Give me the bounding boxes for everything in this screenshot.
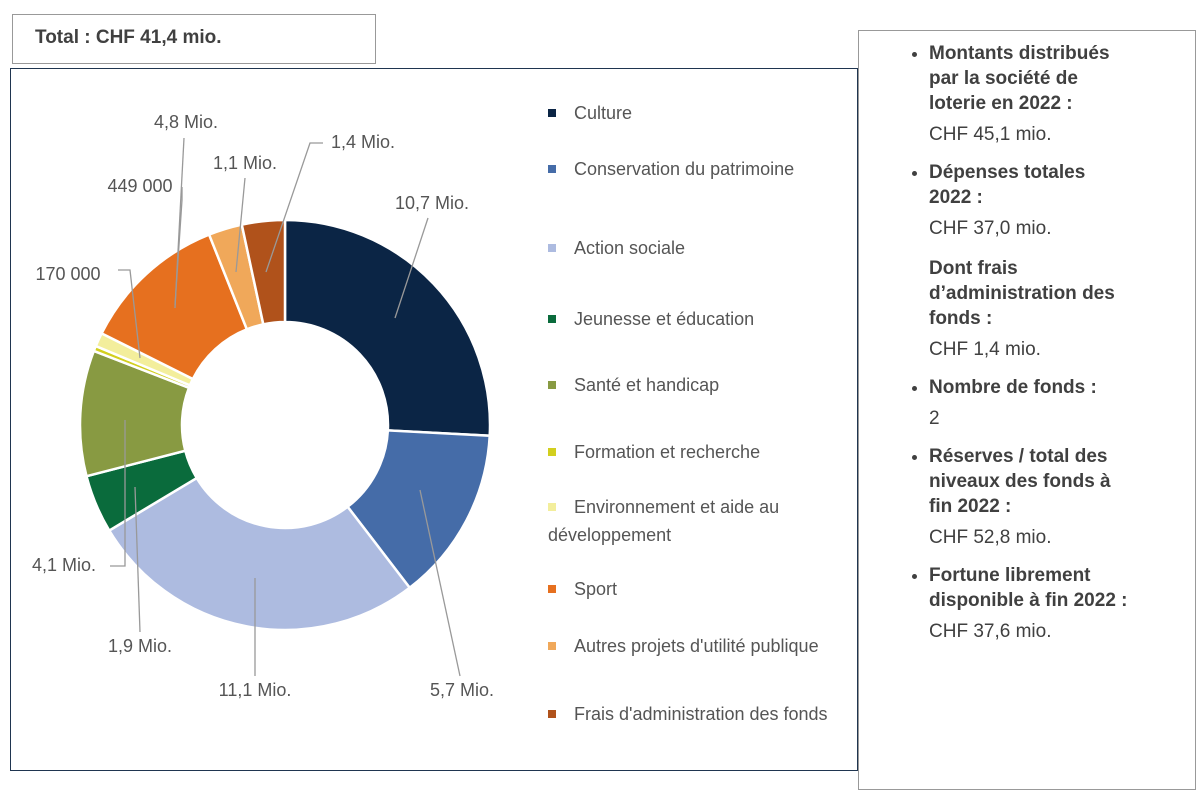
leader-line bbox=[394, 217, 429, 319]
legend-item: Action sociale bbox=[548, 234, 838, 262]
legend-item: Frais d'administration des fonds bbox=[548, 700, 838, 728]
data-label: 10,7 Mio. bbox=[395, 193, 469, 213]
total-box: Total : CHF 41,4 mio. bbox=[12, 14, 376, 64]
legend-label: Conservation du patrimoine bbox=[574, 159, 795, 179]
legend-swatch bbox=[548, 709, 556, 718]
legend-label: Autres projets d'utilité publique bbox=[574, 636, 819, 656]
legend-swatch bbox=[548, 314, 556, 323]
info-item: Montants distribués par la société de lo… bbox=[929, 41, 1129, 146]
info-panel: Montants distribués par la société de lo… bbox=[858, 30, 1196, 790]
legend-swatch bbox=[548, 502, 556, 511]
info-label: Réserves / total des niveaux des fonds à… bbox=[929, 446, 1111, 517]
legend-item: Santé et handicap bbox=[548, 371, 838, 399]
info-item: Réserves / total des niveaux des fonds à… bbox=[929, 444, 1129, 549]
legend-item: Formation et recherche bbox=[548, 438, 838, 466]
data-label: 4,1 Mio. bbox=[32, 555, 96, 575]
legend-item: Sport bbox=[548, 575, 838, 603]
info-value: 2 bbox=[929, 408, 940, 429]
data-label: 11,1 Mio. bbox=[219, 680, 292, 700]
chart-frame bbox=[10, 68, 858, 771]
legend-label: Frais d'administration des fonds bbox=[574, 704, 828, 724]
info-value: CHF 45,1 mio. bbox=[929, 124, 1052, 145]
chart: 10,7 Mio. 5,7 Mio. 11,1 Mio. 1,9 Mio. 4,1 Mi… bbox=[32, 112, 494, 700]
legend-label: Santé et handicap bbox=[574, 375, 720, 395]
info-list: Montants distribués par la société de lo… bbox=[859, 31, 1195, 643]
data-label: 4,8 Mio. bbox=[154, 112, 218, 132]
info-label: Montants distribués par la société de lo… bbox=[929, 43, 1110, 114]
info-sub-label: Dont frais d’administration des fonds : bbox=[929, 258, 1115, 329]
data-label: 1,9 Mio. bbox=[108, 636, 172, 656]
info-label: Dépenses totales 2022 : bbox=[929, 162, 1086, 208]
legend-swatch bbox=[548, 164, 556, 173]
legend-swatch bbox=[548, 243, 556, 252]
legend-swatch bbox=[548, 380, 556, 389]
slice bbox=[107, 476, 412, 632]
data-label: 170 000 bbox=[35, 264, 100, 284]
data-label: 1,4 Mio. bbox=[331, 132, 395, 152]
info-value: CHF 37,6 mio. bbox=[929, 621, 1052, 642]
legend-swatch bbox=[548, 108, 556, 117]
legend-swatch bbox=[548, 584, 556, 593]
info-item: Nombre de fonds : 2 bbox=[929, 375, 1129, 430]
leader-line bbox=[134, 486, 141, 633]
legend-item: Environnement et aide au développement bbox=[548, 493, 838, 549]
legend-label: Formation et recherche bbox=[574, 442, 761, 462]
legend-label: Action sociale bbox=[574, 238, 686, 258]
leader-line bbox=[235, 177, 246, 273]
legend-label: Culture bbox=[574, 103, 633, 123]
info-item: Dépenses totales 2022 : CHF 37,0 mio. Dont… bbox=[929, 160, 1129, 361]
info-value: CHF 37,0 mio. bbox=[929, 218, 1052, 239]
info-item: Fortune librement disponible à fin 2022 … bbox=[929, 563, 1129, 643]
legend-label: Jeunesse et éducation bbox=[574, 309, 755, 329]
slice bbox=[283, 218, 492, 438]
legend-item: Culture bbox=[548, 99, 838, 127]
leader-line bbox=[118, 269, 141, 359]
info-sub-value: CHF 1,4 mio. bbox=[929, 339, 1041, 360]
data-label: 449 000 bbox=[107, 176, 172, 196]
legend-item: Conservation du patrimoine bbox=[548, 155, 838, 183]
legend-swatch bbox=[548, 641, 556, 650]
leader-line bbox=[419, 489, 461, 677]
legend-label: Sport bbox=[574, 579, 618, 599]
info-label: Nombre de fonds : bbox=[929, 377, 1097, 398]
data-label: 5,7 Mio. bbox=[430, 680, 494, 700]
legend-item: Jeunesse et éducation bbox=[548, 305, 838, 333]
leader-line bbox=[174, 137, 185, 309]
info-value: CHF 52,8 mio. bbox=[929, 527, 1052, 548]
info-label: Fortune librement disponible à fin 2022 … bbox=[929, 565, 1128, 611]
legend-swatch bbox=[548, 447, 556, 456]
legend-item: Autres projets d'utilité publique bbox=[548, 632, 838, 660]
legend-label: Environnement et aide au développement bbox=[548, 497, 780, 545]
leader-line bbox=[110, 420, 126, 567]
leader-line bbox=[265, 142, 323, 273]
data-label: 1,1 Mio. bbox=[213, 153, 277, 173]
